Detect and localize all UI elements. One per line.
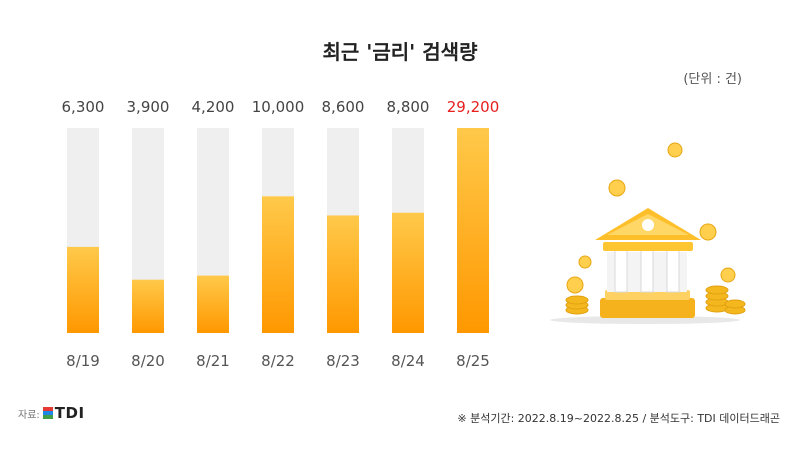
source-credit: 자료: TDI	[18, 404, 85, 422]
bank-coins-illustration	[550, 142, 746, 324]
category-label: 8/21	[196, 352, 230, 370]
value-label: 8,800	[387, 98, 430, 116]
value-label: 29,200	[447, 98, 500, 116]
logo-text: TDI	[54, 404, 85, 422]
bar-8/25	[457, 128, 489, 333]
value-label: 3,900	[127, 98, 170, 116]
unit-label: (단위 : 건)	[683, 72, 742, 87]
value-label: 6,300	[62, 98, 105, 116]
bar-8/23	[327, 215, 359, 333]
bar-chart: 6,300 8/19 3,900 8/20 4,200 8/21 10,000 8/22 8,6…	[62, 98, 500, 370]
bar-8/19	[67, 246, 99, 333]
category-label: 8/19	[66, 352, 100, 370]
category-label: 8/23	[326, 352, 360, 370]
value-label: 10,000	[252, 98, 305, 116]
source-label: 자료:	[18, 409, 40, 421]
category-label: 8/25	[456, 352, 490, 370]
value-label: 8,600	[322, 98, 365, 116]
category-label: 8/24	[391, 352, 425, 370]
value-label: 4,200	[192, 98, 235, 116]
footnote: ※ 분석기간: 2022.8.19~2022.8.25 / 분석도구: TDI …	[457, 412, 780, 425]
category-label: 8/20	[131, 352, 165, 370]
tdi-logo: TDI	[42, 404, 85, 422]
bar-8/21	[197, 275, 229, 333]
category-label: 8/22	[261, 352, 295, 370]
chart-title: 최근 '금리' 검색량	[322, 40, 478, 64]
logo-mark-icon	[42, 407, 53, 419]
bar-8/22	[262, 196, 294, 333]
bar-8/20	[132, 279, 164, 333]
bar-8/24	[392, 212, 424, 333]
